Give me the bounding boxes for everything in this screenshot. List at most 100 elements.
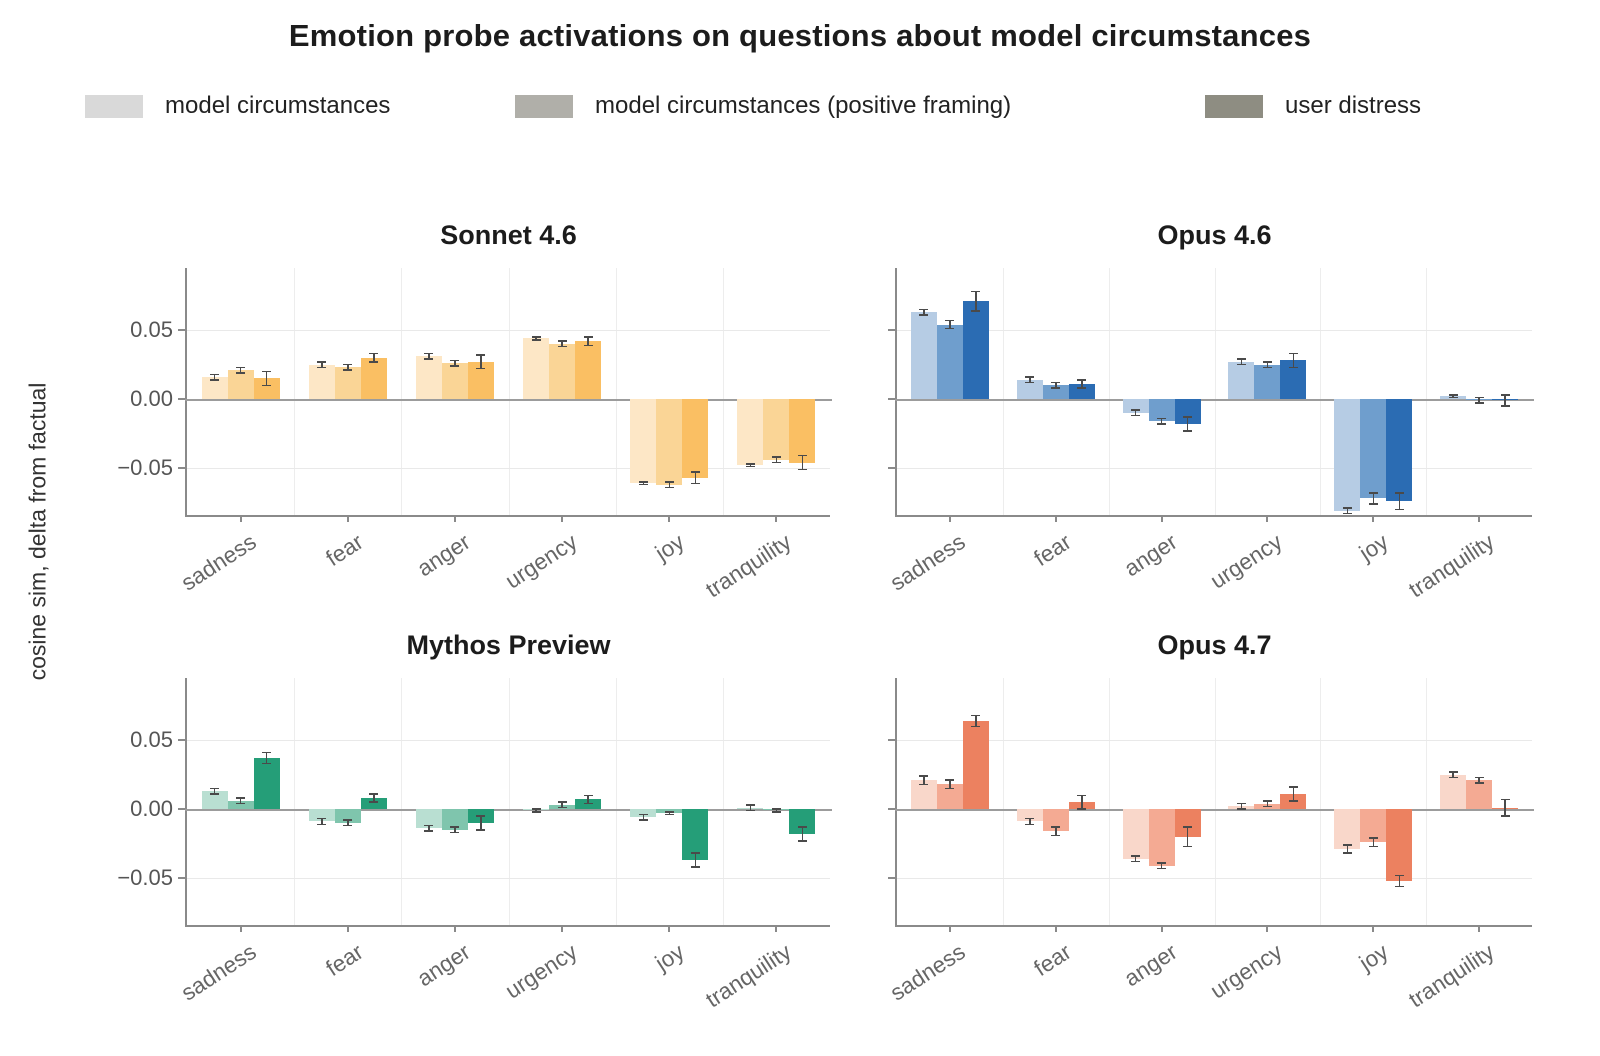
bar-anger-s1 [1148, 809, 1175, 866]
error-bar-cap [1500, 405, 1510, 407]
x-tick-mark [346, 515, 349, 522]
error-bar [801, 827, 804, 841]
error-bar-cap [1288, 800, 1298, 802]
x-tick-mark [561, 925, 564, 932]
error-bar [1134, 856, 1137, 862]
bar-fear-s0 [308, 364, 335, 400]
bar-sadness-s1 [227, 370, 254, 400]
vertical-gridline [615, 678, 617, 925]
bar-anger-s0 [415, 356, 442, 400]
error-bar-cap [1448, 396, 1458, 399]
error-bar-cap [317, 817, 327, 820]
error-bar [949, 780, 951, 789]
bar-joy-s1 [1360, 809, 1387, 843]
bar-tranquility-s1 [763, 399, 790, 460]
error-bar [213, 374, 216, 380]
bar-joy-s1 [1360, 399, 1387, 499]
error-bar [347, 364, 349, 371]
error-bar [561, 341, 563, 347]
error-bar-cap [1394, 492, 1404, 494]
bar-sadness-s0 [910, 312, 937, 400]
x-tick-label-urgency: urgency [500, 529, 582, 594]
error-bar [480, 815, 482, 830]
error-bar-cap [1288, 352, 1298, 355]
x-tick-mark [1054, 925, 1057, 932]
error-bar-cap [262, 751, 272, 754]
error-bar-cap [945, 787, 955, 790]
bar-anger-s1 [1148, 399, 1175, 422]
error-bar-cap [236, 797, 246, 799]
error-bar-cap [638, 483, 648, 486]
bar-fear-s2 [1068, 383, 1095, 400]
error-bar-cap [1394, 885, 1404, 888]
legend-swatch-light [85, 94, 143, 118]
legend-swatch-dark [1205, 94, 1263, 118]
error-bar-cap [450, 365, 460, 367]
error-bar [1398, 492, 1400, 510]
error-bar-cap [210, 373, 220, 375]
error-bar-cap [971, 310, 981, 312]
error-bar [428, 353, 430, 360]
error-bar-cap [771, 456, 781, 458]
bar-joy-s0 [1334, 809, 1361, 850]
y-tick-mark [888, 877, 895, 880]
error-bar-cap [583, 344, 593, 347]
error-bar-cap [1236, 802, 1246, 805]
x-tick-mark [453, 515, 456, 522]
legend-label: model circumstances [165, 92, 391, 119]
error-bar-cap [1342, 512, 1352, 515]
error-bar [587, 795, 589, 804]
subplot-title: Mythos Preview [406, 630, 611, 660]
error-bar-cap [664, 486, 674, 489]
x-tick-mark [1372, 925, 1375, 932]
error-bar-cap [1342, 852, 1352, 854]
y-tick-label: 0.05 [130, 317, 173, 343]
subplot-sonnet-4-6: Sonnet 4.6 0.05 0.00 −0.05 sadness fear anger… [117, 220, 832, 602]
x-tick-mark [1054, 515, 1057, 522]
x-tick-label-fear: fear [321, 939, 368, 982]
bar-joy-s0 [630, 809, 657, 818]
error-bar-cap [1288, 366, 1298, 369]
x-tick-label-sadness: sadness [176, 529, 261, 596]
error-bar [1266, 361, 1269, 368]
error-bar-cap [690, 866, 700, 868]
error-bar-cap [945, 319, 955, 322]
error-bar-cap [1262, 361, 1272, 363]
x-tick-label-joy: joy [651, 939, 689, 976]
x-tick-mark [1478, 925, 1481, 932]
error-bar-cap [1368, 845, 1378, 848]
x-tick-label-tranquility: tranquility [701, 529, 797, 603]
error-bar-cap [1131, 414, 1141, 417]
horizontal-gridline [897, 878, 1532, 880]
error-bar [1134, 410, 1137, 416]
error-bar [428, 825, 430, 832]
x-tick-label-fear: fear [1029, 939, 1076, 982]
error-bar-cap [771, 808, 781, 810]
error-bar-cap [1500, 815, 1510, 817]
bar-sadness-s2 [962, 301, 989, 400]
x-tick-mark [775, 925, 778, 932]
bar-joy-s2 [1386, 809, 1413, 881]
error-bar-cap [1077, 379, 1087, 381]
error-bar [749, 463, 752, 467]
y-axis-label: cosine sim, delta from factual [24, 382, 51, 681]
error-bar-cap [945, 779, 955, 781]
error-bar-cap [1236, 358, 1246, 360]
error-bar [1029, 818, 1031, 825]
bar-urgency-s0 [1228, 361, 1255, 400]
bar-joy-s2 [1386, 399, 1413, 502]
error-bar-cap [771, 811, 781, 813]
error-bar-cap [919, 308, 929, 311]
legend-item-user-distress: user distress [1205, 92, 1421, 120]
subplot-opus-4-7: Opus 4.7 sadness fear anger urgency joy tranq… [886, 630, 1534, 1012]
subplot-title: Sonnet 4.6 [440, 220, 577, 250]
error-bar [373, 793, 375, 803]
bar-fear-s1 [1042, 809, 1069, 832]
error-bar-cap [210, 787, 220, 790]
error-bar-cap [1157, 417, 1167, 420]
error-bar-cap [557, 345, 567, 348]
x-tick-mark [1266, 515, 1269, 522]
error-bar-cap [1394, 508, 1404, 511]
x-tick-label-fear: fear [1029, 529, 1076, 572]
error-bar-cap [745, 463, 755, 465]
